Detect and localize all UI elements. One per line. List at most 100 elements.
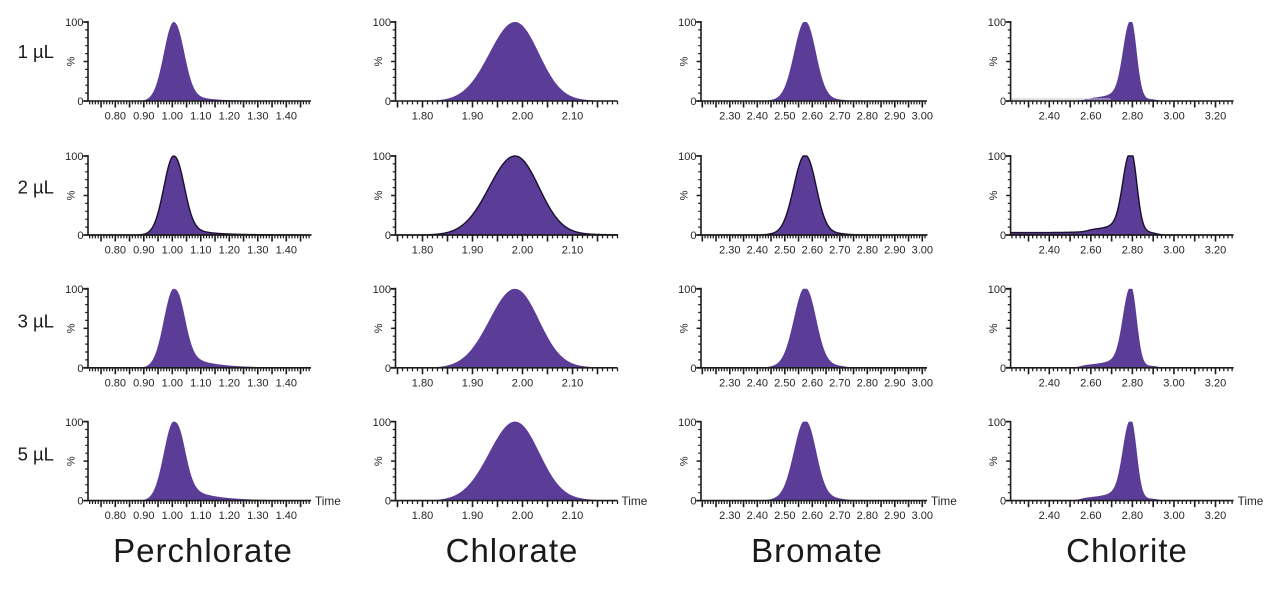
svg-text:Time: Time: [622, 494, 648, 508]
svg-text:1.00: 1.00: [162, 510, 183, 522]
svg-text:1.80: 1.80: [412, 245, 433, 257]
svg-text:3.20: 3.20: [1205, 245, 1226, 257]
svg-text:2.30: 2.30: [719, 111, 740, 123]
svg-text:100: 100: [373, 17, 391, 29]
svg-text:100: 100: [65, 417, 83, 429]
svg-text:Chlorate: Chlorate: [446, 532, 579, 569]
svg-text:100: 100: [678, 17, 696, 29]
svg-text:Perchlorate: Perchlorate: [113, 532, 293, 569]
svg-text:2.40: 2.40: [747, 245, 768, 257]
svg-text:100: 100: [988, 284, 1006, 296]
svg-text:2.10: 2.10: [562, 111, 583, 123]
svg-text:1.00: 1.00: [162, 377, 183, 389]
svg-text:1.90: 1.90: [462, 510, 483, 522]
svg-text:2.60: 2.60: [802, 245, 823, 257]
svg-text:1.90: 1.90: [462, 111, 483, 123]
svg-text:0: 0: [77, 230, 83, 242]
svg-text:1.30: 1.30: [247, 111, 268, 123]
svg-text:2.40: 2.40: [1039, 510, 1060, 522]
svg-text:100: 100: [65, 17, 83, 29]
svg-text:0.80: 0.80: [105, 510, 126, 522]
svg-text:3.00: 3.00: [912, 377, 933, 389]
svg-text:2.50: 2.50: [774, 245, 795, 257]
svg-text:1.20: 1.20: [219, 510, 240, 522]
svg-text:2.40: 2.40: [1039, 245, 1060, 257]
svg-text:2.40: 2.40: [747, 510, 768, 522]
svg-text:2.30: 2.30: [719, 510, 740, 522]
svg-text:2.10: 2.10: [562, 245, 583, 257]
svg-text:100: 100: [65, 284, 83, 296]
svg-text:2.60: 2.60: [1080, 377, 1101, 389]
svg-text:1.90: 1.90: [462, 377, 483, 389]
svg-text:3.00: 3.00: [1163, 111, 1184, 123]
svg-text:Chlorite: Chlorite: [1066, 532, 1188, 569]
svg-text:100: 100: [988, 17, 1006, 29]
svg-text:3.00: 3.00: [912, 510, 933, 522]
svg-text:3.20: 3.20: [1205, 377, 1226, 389]
svg-text:1 µL: 1 µL: [18, 41, 54, 62]
svg-text:2.30: 2.30: [719, 377, 740, 389]
svg-text:2.40: 2.40: [1039, 111, 1060, 123]
svg-text:3.20: 3.20: [1205, 510, 1226, 522]
svg-text:0: 0: [1000, 96, 1006, 108]
svg-text:2.90: 2.90: [884, 510, 905, 522]
svg-text:2.60: 2.60: [1080, 510, 1101, 522]
svg-text:2.90: 2.90: [884, 245, 905, 257]
svg-text:%: %: [373, 190, 385, 200]
svg-text:0.80: 0.80: [105, 245, 126, 257]
svg-text:Bromate: Bromate: [751, 532, 883, 569]
svg-text:%: %: [679, 56, 691, 66]
svg-text:1.20: 1.20: [219, 377, 240, 389]
svg-text:2.00: 2.00: [512, 510, 533, 522]
svg-text:2.10: 2.10: [562, 377, 583, 389]
svg-text:1.40: 1.40: [276, 111, 297, 123]
svg-text:3.00: 3.00: [1163, 245, 1184, 257]
svg-text:100: 100: [373, 284, 391, 296]
svg-text:2 µL: 2 µL: [18, 177, 54, 198]
svg-text:%: %: [373, 56, 385, 66]
svg-text:2.60: 2.60: [802, 510, 823, 522]
svg-text:0.90: 0.90: [133, 377, 154, 389]
svg-text:%: %: [988, 56, 1000, 66]
svg-text:1.10: 1.10: [190, 111, 211, 123]
svg-text:2.60: 2.60: [1080, 111, 1101, 123]
svg-text:1.90: 1.90: [462, 245, 483, 257]
svg-text:%: %: [988, 190, 1000, 200]
svg-text:2.00: 2.00: [512, 111, 533, 123]
svg-text:2.50: 2.50: [774, 111, 795, 123]
svg-text:1.40: 1.40: [276, 510, 297, 522]
svg-text:3.00: 3.00: [1163, 377, 1184, 389]
svg-text:%: %: [988, 323, 1000, 333]
svg-text:%: %: [679, 323, 691, 333]
svg-text:3.00: 3.00: [912, 245, 933, 257]
svg-text:1.00: 1.00: [162, 111, 183, 123]
svg-text:2.80: 2.80: [857, 377, 878, 389]
svg-text:0.90: 0.90: [133, 111, 154, 123]
svg-text:2.80: 2.80: [1122, 111, 1143, 123]
svg-text:2.00: 2.00: [512, 377, 533, 389]
svg-text:%: %: [679, 190, 691, 200]
svg-text:0: 0: [77, 363, 83, 375]
svg-text:2.80: 2.80: [1122, 245, 1143, 257]
svg-text:0.80: 0.80: [105, 377, 126, 389]
svg-text:0: 0: [690, 230, 696, 242]
svg-text:0: 0: [385, 230, 391, 242]
svg-text:%: %: [679, 456, 691, 466]
svg-text:2.80: 2.80: [857, 111, 878, 123]
svg-text:0: 0: [77, 496, 83, 508]
svg-text:1.30: 1.30: [247, 510, 268, 522]
svg-text:2.50: 2.50: [774, 510, 795, 522]
svg-text:2.60: 2.60: [802, 111, 823, 123]
svg-text:3.00: 3.00: [1163, 510, 1184, 522]
svg-text:2.40: 2.40: [1039, 377, 1060, 389]
svg-text:Time: Time: [1238, 494, 1264, 508]
svg-text:2.50: 2.50: [774, 377, 795, 389]
svg-text:1.10: 1.10: [190, 510, 211, 522]
svg-text:0.90: 0.90: [133, 245, 154, 257]
svg-text:0: 0: [385, 363, 391, 375]
svg-text:1.00: 1.00: [162, 245, 183, 257]
svg-text:0.90: 0.90: [133, 510, 154, 522]
svg-text:2.30: 2.30: [719, 245, 740, 257]
svg-text:2.60: 2.60: [1080, 245, 1101, 257]
svg-text:%: %: [373, 456, 385, 466]
